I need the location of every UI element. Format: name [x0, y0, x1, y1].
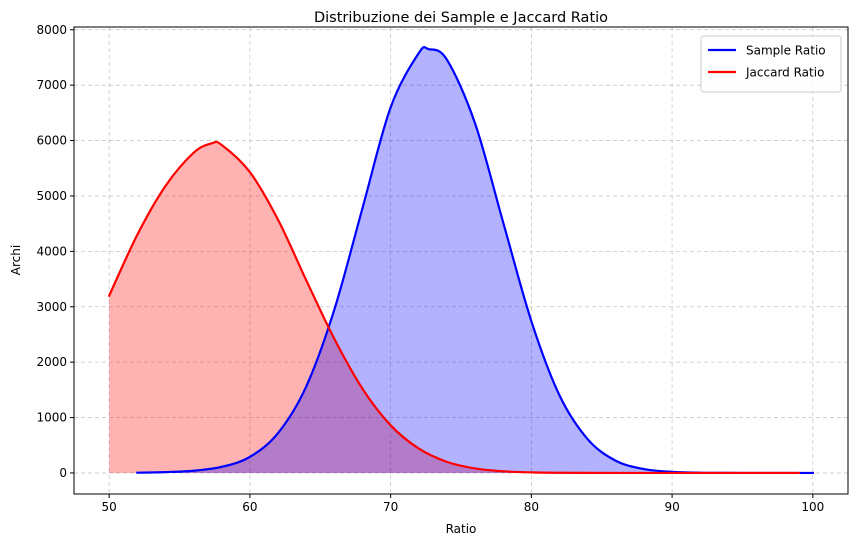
legend: Sample Ratio Jaccard Ratio — [700, 35, 842, 93]
y-tick-label: 5000 — [36, 189, 67, 203]
x-tick-label: 90 — [664, 500, 679, 514]
y-tick-label: 1000 — [36, 411, 67, 425]
y-tick-label: 7000 — [36, 78, 67, 92]
plot-frame — [73, 26, 849, 495]
x-tick-label: 80 — [524, 500, 539, 514]
area-sample-ratio — [137, 47, 813, 473]
x-tick-label: 50 — [102, 500, 117, 514]
y-tick-label: 2000 — [36, 355, 67, 369]
x-axis-label: Ratio — [446, 522, 477, 536]
y-tick-label: 0 — [59, 466, 67, 480]
y-tick-label: 4000 — [36, 244, 67, 258]
x-tick-label: 100 — [801, 500, 824, 514]
legend-label-sample-ratio: Sample Ratio — [746, 44, 826, 58]
y-tick-label: 3000 — [36, 300, 67, 314]
chart-title: Distribuzione dei Sample e Jaccard Ratio — [314, 10, 608, 26]
area-jaccard-ratio — [109, 141, 799, 473]
x-tick-label: 60 — [242, 500, 257, 514]
area-fills — [109, 47, 813, 473]
y-tick-label: 6000 — [36, 134, 67, 148]
x-axis: 50 60 70 80 90 100 — [102, 494, 824, 514]
x-tick-label: 70 — [383, 500, 398, 514]
y-tick-label: 8000 — [36, 23, 67, 37]
legend-label-jaccard-ratio: Jaccard Ratio — [745, 66, 824, 80]
line-jaccard-ratio — [107, 140, 800, 475]
series-lines — [107, 45, 814, 475]
y-axis-label: Archi — [9, 245, 23, 275]
y-axis: 0 1000 2000 3000 4000 5000 6000 7000 8000 — [36, 23, 74, 480]
